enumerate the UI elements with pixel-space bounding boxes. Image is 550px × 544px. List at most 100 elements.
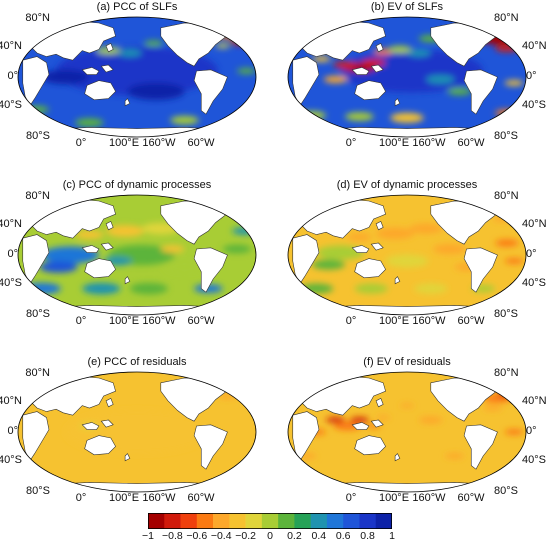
lat-label: 40°S bbox=[522, 277, 546, 289]
world-map bbox=[287, 194, 527, 316]
lon-label: 60°W bbox=[187, 137, 215, 149]
lat-label: 80°S bbox=[494, 485, 518, 497]
land-mass bbox=[354, 80, 386, 101]
land-mass bbox=[292, 411, 320, 462]
lon-label: 60°W bbox=[457, 315, 485, 327]
lon-label: 100°E bbox=[378, 492, 410, 504]
map-panel: (a) PCC of SLFs 80°N 40°N 0° 40°S 80°S 0° 100°E… bbox=[0, 0, 268, 170]
colorbar-swatch bbox=[148, 513, 165, 529]
land-mass bbox=[463, 247, 498, 293]
land-mass bbox=[22, 411, 50, 462]
panel-title: (e) PCC of residuals bbox=[87, 356, 187, 368]
land-mass bbox=[193, 247, 228, 293]
land-mass bbox=[124, 453, 131, 462]
lat-label: 80°N bbox=[25, 12, 50, 24]
land-mass bbox=[394, 276, 401, 285]
land-mass bbox=[105, 42, 114, 53]
lat-label: 0° bbox=[7, 425, 18, 437]
lat-label: 80°S bbox=[494, 130, 518, 142]
map-border bbox=[287, 371, 527, 493]
lat-label: 40°N bbox=[0, 395, 22, 407]
land-mass bbox=[351, 245, 370, 253]
panel-title: (f) EV of residuals bbox=[363, 356, 451, 368]
lat-label: 80°N bbox=[494, 12, 519, 24]
lat-label: 0° bbox=[526, 425, 537, 437]
map-border bbox=[17, 16, 257, 138]
land-mass bbox=[375, 397, 384, 408]
value-patch bbox=[445, 453, 465, 459]
colorbar-swatch bbox=[261, 513, 279, 529]
lat-label: 40°S bbox=[522, 99, 546, 111]
land-mass bbox=[394, 453, 401, 462]
world-map bbox=[17, 16, 257, 138]
lon-label: 160°W bbox=[412, 492, 446, 504]
land-mass bbox=[351, 422, 370, 430]
lat-label: 0° bbox=[7, 70, 18, 82]
land-mass bbox=[81, 245, 100, 253]
colorbar-swatch bbox=[164, 513, 181, 529]
land-mass bbox=[370, 242, 384, 251]
colorbar-swatch bbox=[294, 513, 311, 529]
colorbar-swatch bbox=[326, 513, 344, 529]
lon-label: 160°W bbox=[142, 315, 176, 327]
value-patch bbox=[22, 282, 61, 295]
land-mass bbox=[84, 435, 116, 456]
lon-label: 100°E bbox=[378, 315, 410, 327]
map-panel: (b) EV of SLFs 80°N 40°N 0° 40°S 80°S 0° 100°E 1… bbox=[276, 0, 547, 170]
value-patch bbox=[354, 283, 388, 294]
land-mass bbox=[100, 242, 114, 251]
value-patch bbox=[387, 45, 412, 54]
colorbar-swatch bbox=[359, 513, 377, 529]
lon-label: 160°W bbox=[412, 137, 446, 149]
lat-label: 80°N bbox=[494, 190, 519, 202]
land-mass bbox=[84, 258, 116, 279]
lat-label: 40°N bbox=[522, 395, 547, 407]
lat-label: 40°S bbox=[0, 454, 22, 466]
lon-label: 100°E bbox=[108, 137, 140, 149]
land-mass bbox=[124, 276, 131, 285]
lat-label: 40°S bbox=[0, 99, 22, 111]
colorbar-swatch bbox=[375, 513, 392, 529]
colorbar-swatch bbox=[196, 513, 214, 529]
value-patch bbox=[316, 245, 365, 260]
value-patch bbox=[75, 230, 104, 239]
land-mass bbox=[81, 422, 100, 430]
land-mass bbox=[84, 80, 116, 101]
value-patch bbox=[361, 59, 386, 67]
colorbar-frame bbox=[148, 513, 392, 529]
value-patch bbox=[333, 61, 358, 69]
map-border bbox=[287, 16, 527, 138]
value-patch bbox=[447, 87, 472, 95]
value-patch bbox=[495, 239, 519, 247]
colorbar-tick-label: 1 bbox=[389, 530, 395, 542]
colorbar-swatch bbox=[213, 513, 230, 529]
lat-label: 80°S bbox=[26, 308, 50, 320]
value-patch bbox=[426, 75, 455, 84]
colorbar-swatch bbox=[229, 513, 246, 529]
lat-label: 40°S bbox=[0, 277, 22, 289]
land-mass bbox=[292, 56, 320, 107]
value-patch bbox=[504, 258, 524, 264]
land-mass bbox=[463, 424, 498, 470]
lon-label: 100°E bbox=[108, 315, 140, 327]
lat-label: 80°S bbox=[494, 308, 518, 320]
value-patch bbox=[160, 245, 185, 253]
land-mass bbox=[100, 419, 114, 428]
lat-label: 80°S bbox=[26, 130, 50, 142]
value-patch bbox=[399, 403, 415, 408]
colorbar-tick-label: −0.2 bbox=[235, 530, 256, 542]
value-patch bbox=[483, 405, 503, 411]
land-mass bbox=[354, 435, 386, 456]
value-patch bbox=[144, 40, 164, 47]
lat-label: 40°N bbox=[522, 218, 547, 230]
lon-label: 60°W bbox=[457, 137, 485, 149]
lon-label: 160°W bbox=[142, 492, 176, 504]
colorbar-tick-label: 0.6 bbox=[335, 530, 351, 542]
value-patch bbox=[326, 417, 346, 423]
land-mass bbox=[22, 56, 50, 107]
value-patch bbox=[222, 244, 252, 254]
value-patch bbox=[129, 282, 168, 295]
value-patch bbox=[504, 80, 524, 86]
lon-label: 0° bbox=[345, 492, 357, 504]
panel-title: (a) PCC of SLFs bbox=[96, 1, 178, 13]
